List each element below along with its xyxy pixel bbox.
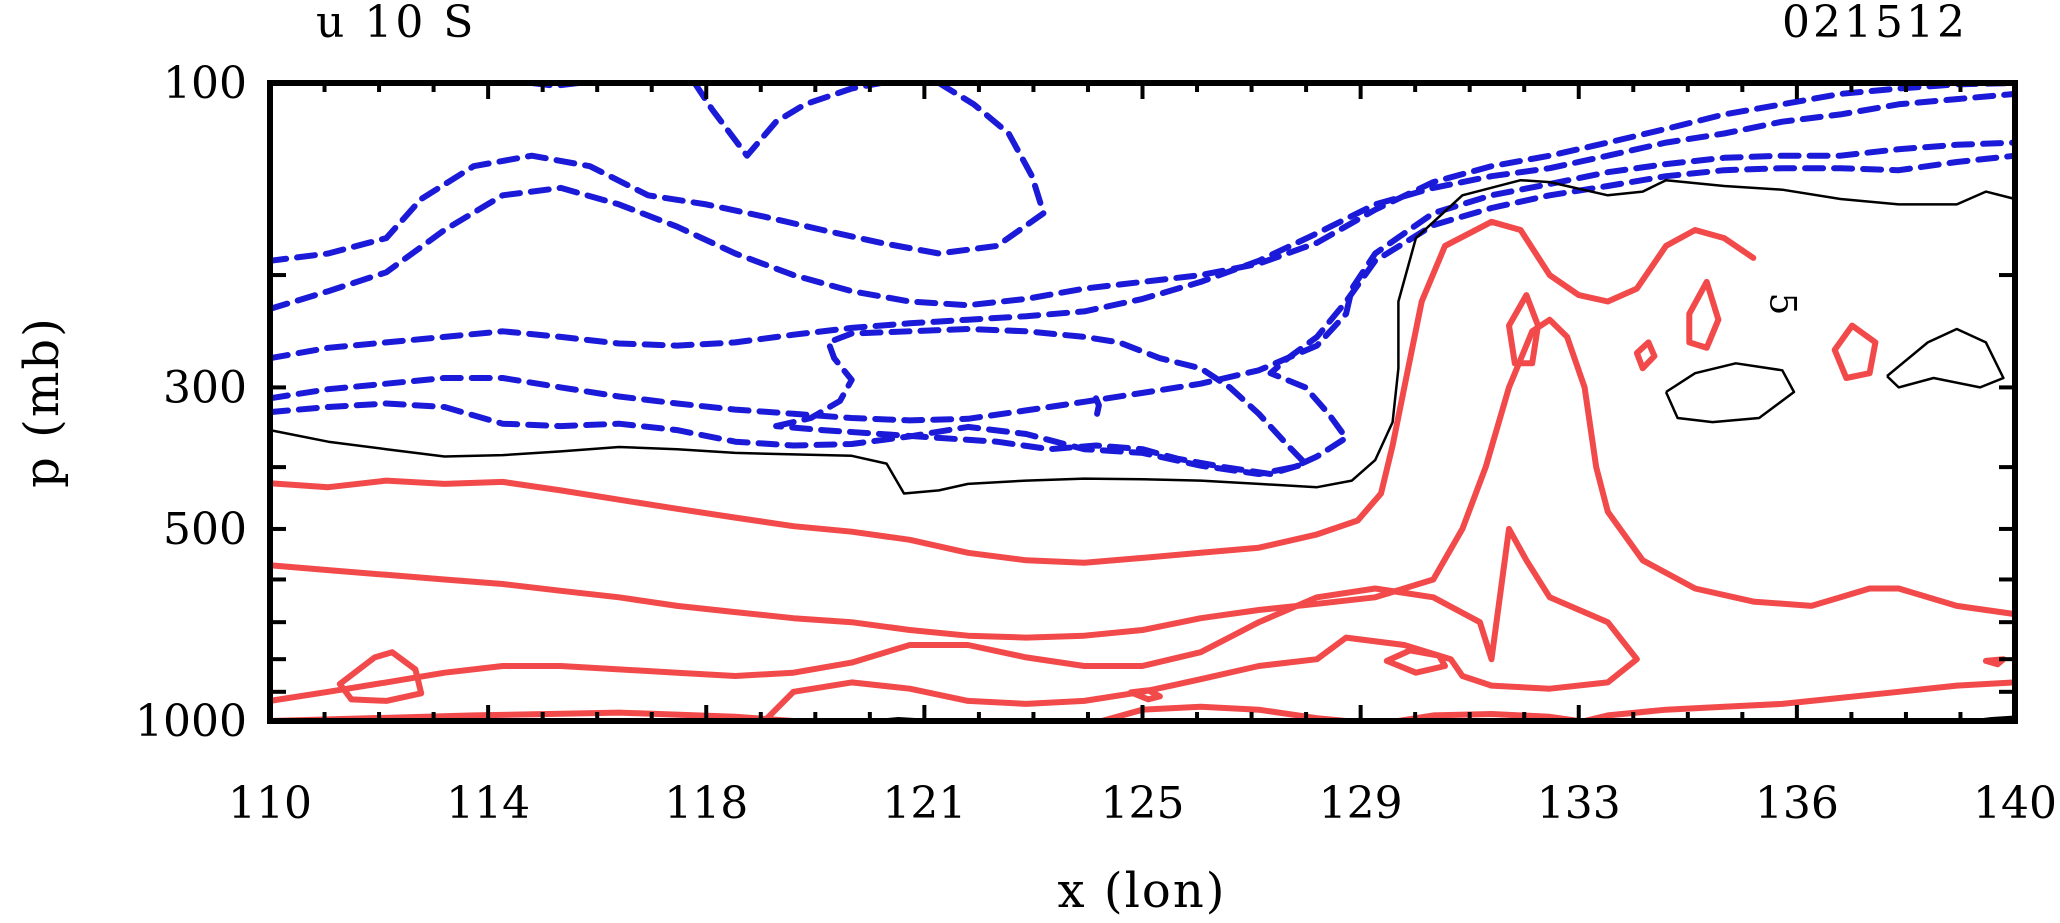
contour-positive	[267, 218, 1757, 566]
contour-negative	[267, 80, 2018, 312]
contour-negative	[267, 152, 2018, 477]
contour-positive	[1581, 679, 2018, 724]
x-tick-label: 118	[664, 778, 748, 829]
contour-positive	[267, 525, 1640, 724]
contour-negative	[773, 326, 1309, 477]
contour-lines	[267, 80, 2018, 724]
x-tick-label: 125	[1101, 778, 1185, 829]
contour-positive	[1831, 322, 1879, 381]
x-tick-label: 110	[228, 778, 312, 829]
x-tick-label: 129	[1319, 778, 1403, 829]
y-tick-label: 500	[163, 504, 247, 555]
contour-negative	[267, 80, 1047, 264]
x-tick-label: 140	[1973, 778, 2057, 829]
x-axis-label: x (lon)	[1058, 863, 1227, 919]
contour-labels: 5	[1762, 293, 1803, 316]
y-tick-label: 300	[163, 362, 247, 413]
x-tick-label: 133	[1537, 778, 1621, 829]
contour-zero	[1664, 362, 1796, 424]
chart-title-right: 021512	[1782, 0, 1968, 48]
contour-positive	[1633, 339, 1658, 372]
y-axis-ticks: 100 300 500 1000	[135, 58, 2015, 747]
contour-positive	[1982, 656, 2007, 668]
contour-negative	[267, 90, 2018, 362]
x-tick-label: 136	[1755, 778, 1839, 829]
contour-zero	[269, 178, 2016, 495]
plot-frame	[267, 80, 2018, 724]
contour-positive	[267, 316, 2018, 641]
chart-title-left: u 10 S	[316, 0, 476, 48]
y-tick-label: 100	[163, 58, 247, 109]
contour-zero	[1886, 327, 2005, 389]
x-axis-ticks: 110 114 118 121 125 129 133 136 140	[228, 83, 2057, 829]
contour-negative	[1093, 395, 1102, 417]
contour-positive	[336, 649, 425, 704]
y-tick-label: 1000	[135, 696, 247, 747]
y-axis-label: p (mb)	[14, 316, 70, 488]
contour-negative	[691, 80, 884, 159]
contour-label: 5	[1762, 293, 1803, 316]
x-tick-label: 114	[446, 778, 530, 829]
contour-negative	[267, 139, 2018, 424]
x-tick-label: 121	[882, 778, 966, 829]
contour-positive	[1383, 647, 1448, 676]
contour-positive	[1506, 292, 1541, 367]
contour-positive	[1127, 687, 1163, 703]
contour-positive	[1686, 278, 1722, 351]
